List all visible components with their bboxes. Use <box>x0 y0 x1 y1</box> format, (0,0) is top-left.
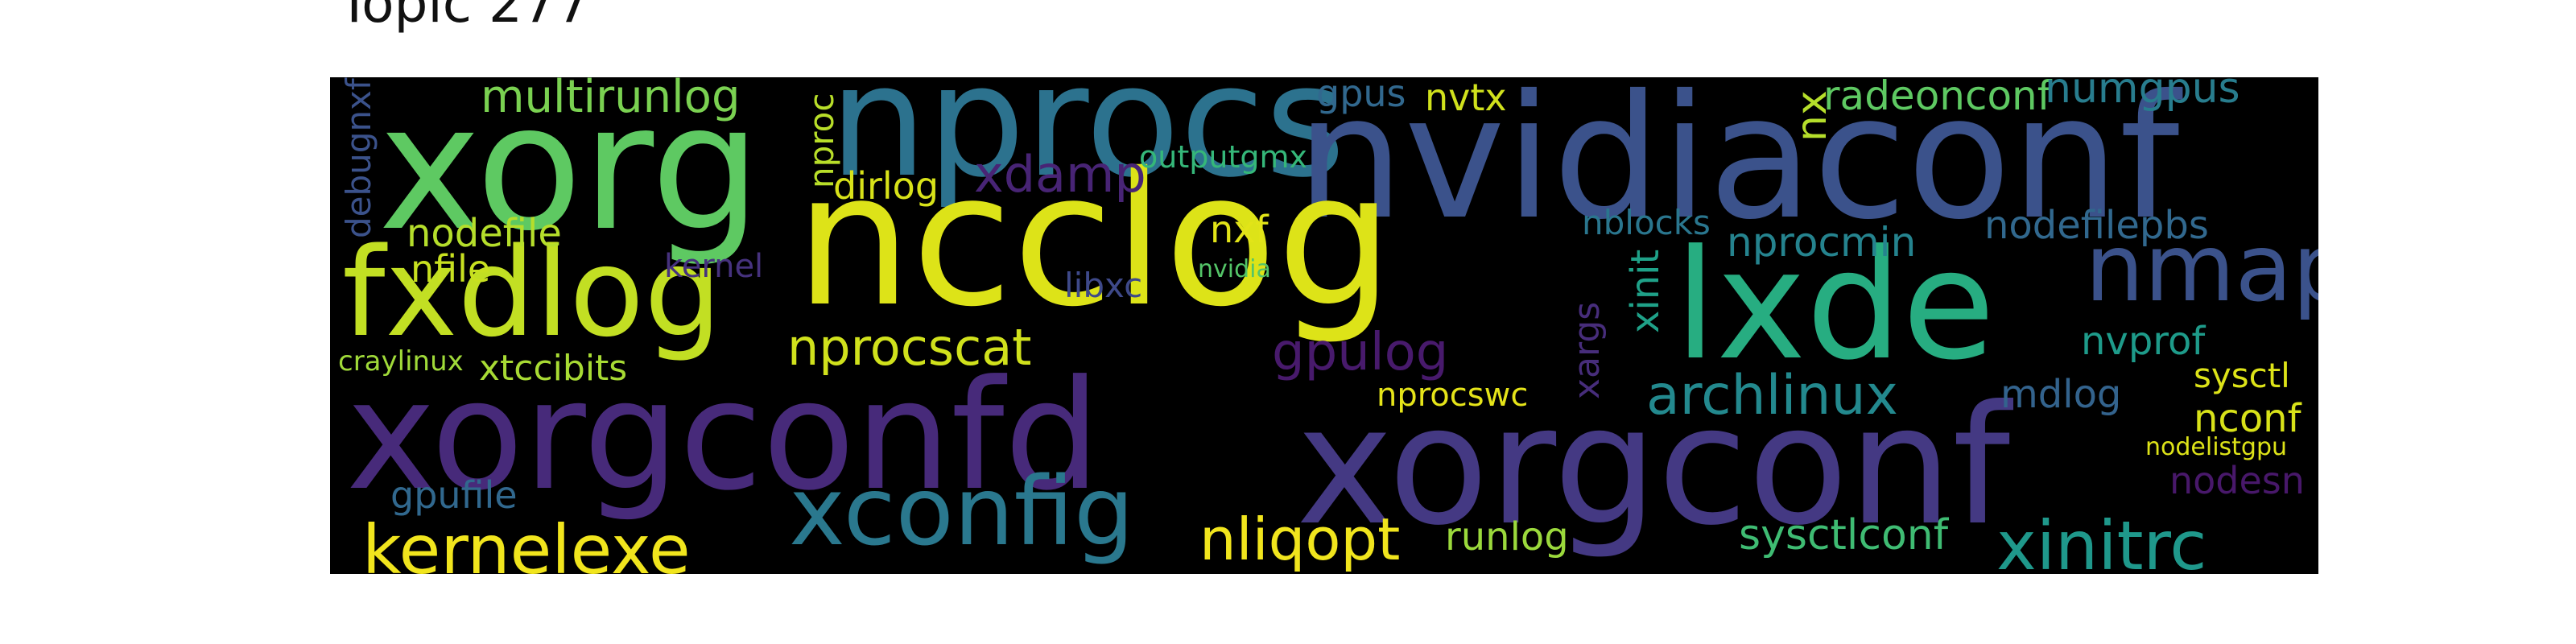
word-xinit: xinit <box>1623 249 1668 333</box>
word-xtccibits: xtccibits <box>479 348 628 389</box>
word-nvidia: nvidia <box>1198 255 1271 283</box>
word-kernel: kernel <box>664 248 764 285</box>
word-nvprof: nvprof <box>2081 319 2206 364</box>
word-xconfig: xconfig <box>789 456 1134 567</box>
word-debugnxf: debugnxf <box>339 78 378 238</box>
word-mdlog: mdlog <box>2000 372 2122 417</box>
word-lxde: lxde <box>1674 217 1996 394</box>
word-xargs: xargs <box>1567 301 1608 399</box>
word-dirlog: dirlog <box>833 164 939 208</box>
word-nodelistgpu: nodelistgpu <box>2145 433 2288 461</box>
word-nconf: nconf <box>2194 396 2301 441</box>
word-nblocks: nblocks <box>1582 203 1711 242</box>
word-numgpus: numgpus <box>2045 77 2240 113</box>
word-multirunlog: multirunlog <box>481 77 741 123</box>
word-gpus: gpus <box>1316 77 1406 115</box>
word-sysctlconf: sysctlconf <box>1739 511 1949 559</box>
word-nodesn: nodesn <box>2169 459 2305 502</box>
word-ncclog: ncclog <box>795 133 1393 347</box>
word-nvtx: nvtx <box>1425 77 1507 119</box>
word-xinitrc: xinitrc <box>1996 506 2207 574</box>
word-xorg: xorg <box>378 77 762 269</box>
word-xorgconfd: xorgconfd <box>346 348 1100 524</box>
word-nprocmin: nprocmin <box>1727 219 1917 266</box>
word-nxf: nxf <box>1210 208 1269 251</box>
word-kernelexe: kernelexe <box>362 510 691 574</box>
word-nodefile: nodefile <box>407 211 562 256</box>
chart-title: Topic 277 <box>338 0 590 35</box>
word-nfile: nfile <box>411 247 491 291</box>
word-nliqopt: nliqopt <box>1199 506 1401 573</box>
word-sysctl: sysctl <box>2194 356 2290 395</box>
word-nvidiaconf: nvidiaconf <box>1296 77 2180 257</box>
word-libxc: libxc <box>1064 266 1143 305</box>
word-runlog: runlog <box>1445 514 1569 559</box>
word-gpulog: gpulog <box>1272 323 1449 382</box>
word-nodefilepbs: nodefilepbs <box>1984 203 2209 248</box>
word-nprocscat: nprocscat <box>787 318 1032 377</box>
word-fxdlog: fxdlog <box>342 221 722 364</box>
word-archlinux: archlinux <box>1646 364 1898 427</box>
word-nmap: nmap <box>2085 214 2318 323</box>
word-outputgmx: outputgmx <box>1139 139 1307 175</box>
word-nprocs: nprocs <box>829 77 1346 212</box>
word-xdamp: xdamp <box>974 145 1146 204</box>
word-cloud: xorg nprocs nvidiaconf ncclog fxdlog lxd… <box>330 77 2318 574</box>
word-xorgconf: xorgconf <box>1296 371 2011 562</box>
word-nprocswc: nprocswc <box>1377 377 1529 414</box>
word-gpufile: gpufile <box>390 473 518 517</box>
word-craylinux: craylinux <box>338 345 464 378</box>
word-radeonconf: radeonconf <box>1823 77 2052 119</box>
